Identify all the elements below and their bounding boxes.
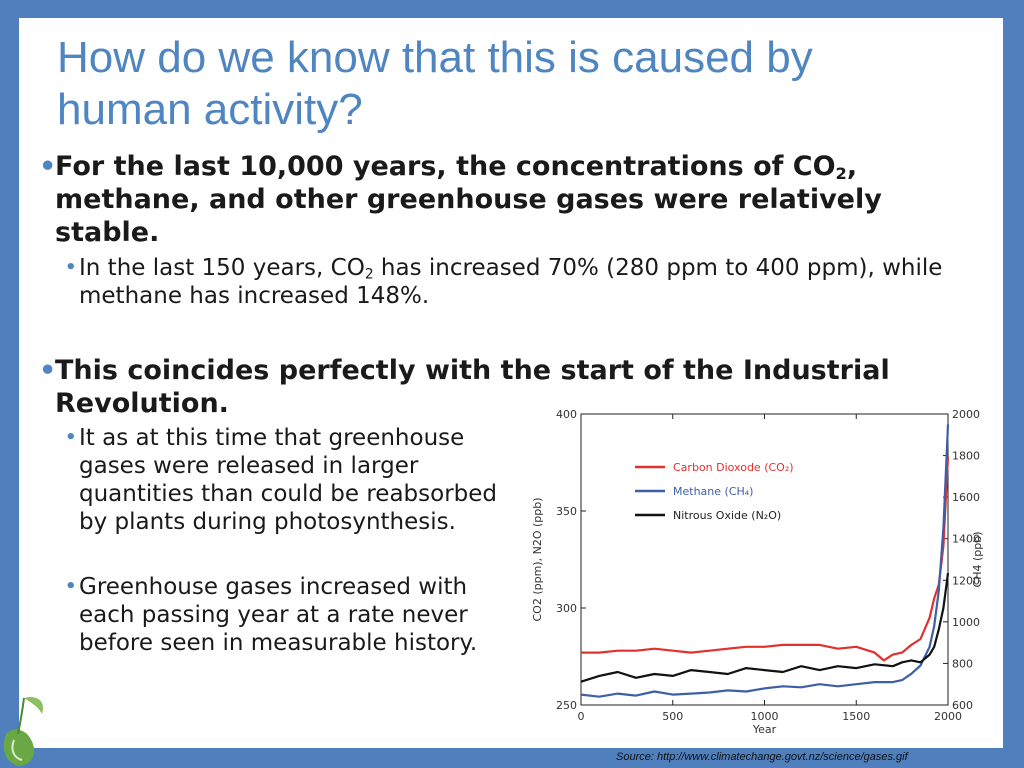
legend-label-1: Methane (CH₄) — [673, 485, 753, 498]
y-right-tick-label: 1200 — [952, 574, 980, 587]
y-left-tick-label: 300 — [556, 602, 577, 615]
y-right-tick-label: 1400 — [952, 533, 980, 546]
x-tick-label: 500 — [662, 710, 683, 723]
bullet-dot-icon: • — [39, 355, 57, 386]
bullet-1-1-text-b: has increased 70% (280 ppm to 400 ppm), … — [79, 255, 943, 309]
y-left-tick-label: 400 — [556, 408, 577, 421]
x-tick-label: 2000 — [934, 710, 962, 723]
bullet-1: • For the last 10,000 years, the concent… — [39, 150, 975, 249]
plot-frame — [580, 413, 949, 706]
bullet-2-1: • It as at this time that greenhouse gas… — [65, 424, 519, 536]
bullet-dot-icon: • — [65, 427, 77, 448]
x-tick-label: 1500 — [842, 710, 870, 723]
bullet-1-text-b: , methane, and other greenhouse gases we… — [55, 151, 882, 248]
greenhouse-gas-chart: 0 500 1000 1500 2000 250 300 350 400 600 800 1000 12… — [531, 408, 983, 736]
y-left-axis-label: CO2 (ppm), N2O (ppb) — [531, 497, 544, 621]
y-right-tick-label: 2000 — [952, 408, 980, 421]
y-right-tick-label: 1600 — [952, 491, 980, 504]
bullet-1-subscript: 2 — [835, 164, 847, 184]
bullet-1-1: • In the last 150 years, CO2 has increas… — [65, 254, 959, 310]
bullet-dot-icon: • — [65, 576, 77, 597]
y-right-tick-label: 1800 — [952, 450, 980, 463]
legend-label-0: Carbon Dioxode (CO₂) — [673, 461, 794, 474]
bullet-1-text-a: For the last 10,000 years, the concentra… — [55, 151, 836, 182]
y-right-tick-label: 600 — [952, 699, 973, 712]
series-line-0 — [581, 456, 950, 662]
legend-label-2: Nitrous Oxide (N₂O) — [673, 509, 781, 522]
y-right-tick-label: 1000 — [952, 616, 980, 629]
y-right-axis-label: CH4 (ppb) — [971, 532, 983, 588]
source-caption: Source: http://www.climatechange.govt.nz… — [616, 751, 908, 763]
bullet-1-1-text-a: In the last 150 years, CO — [79, 255, 365, 281]
series-line-1 — [580, 424, 950, 698]
x-tick-label: 1000 — [751, 710, 779, 723]
bullet-2-1-text: It as at this time that greenhouse gases… — [79, 425, 497, 535]
series-line-2 — [580, 572, 950, 683]
y-left-tick-label: 350 — [556, 505, 577, 518]
leaf-logo-icon — [3, 696, 44, 766]
bullet-2-2-text: Greenhouse gases increased with each pas… — [79, 574, 478, 656]
y-right-tick-label: 800 — [952, 657, 973, 670]
x-axis-label: Year — [752, 723, 777, 736]
bullet-1-1-subscript: 2 — [364, 266, 374, 283]
bullet-2: • This coincides perfectly with the star… — [39, 354, 975, 420]
bullet-dot-icon: • — [65, 257, 77, 278]
bullet-2-text: This coincides perfectly with the start … — [55, 355, 890, 419]
bullet-dot-icon: • — [39, 151, 57, 182]
slide: How do we know that this is caused by hu… — [19, 18, 1003, 748]
y-left-tick-label: 250 — [556, 699, 577, 712]
bullet-2-2: • Greenhouse gases increased with each p… — [65, 573, 499, 657]
x-tick-label: 0 — [578, 710, 585, 723]
slide-title: How do we know that this is caused by hu… — [57, 33, 813, 134]
